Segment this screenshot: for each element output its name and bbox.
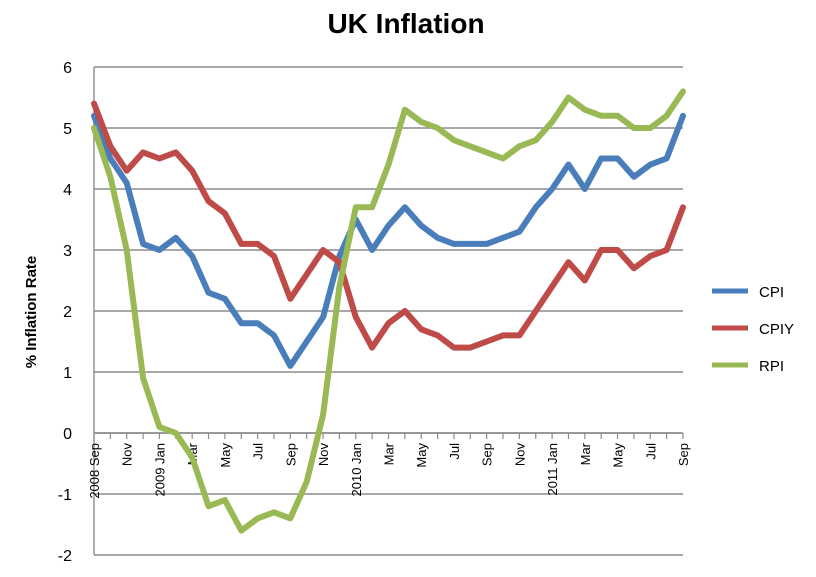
- series-line-cpiy: [91, 100, 686, 351]
- x-tick-label: Nov: [316, 443, 331, 467]
- x-tick-label: Nov: [512, 443, 527, 467]
- x-tick-label: 2010 Jan: [349, 443, 364, 497]
- y-tick-label: 0: [63, 426, 72, 443]
- x-axis-ticks: 2008 Sep Nov 2009 Jan Mar May Jul Sep Nov 2010 J…: [87, 433, 691, 499]
- x-tick-label: 2008 Sep: [87, 443, 102, 499]
- x-tick-label: Sep: [480, 443, 495, 466]
- x-tick-label: Jul: [447, 443, 462, 460]
- gridlines: [93, 66, 683, 556]
- y-tick-label: -2: [58, 548, 72, 565]
- legend-label-rpi: RPI: [759, 358, 784, 375]
- y-tick-label: 4: [63, 182, 72, 199]
- y-tick-label: -1: [58, 487, 72, 504]
- x-tick-label: Nov: [120, 443, 135, 467]
- x-tick-label: May: [611, 443, 626, 468]
- legend: CPI CPIY RPI: [712, 284, 794, 375]
- series-line-cpi: [91, 112, 686, 369]
- legend-label-cpiy: CPIY: [759, 321, 794, 338]
- x-tick-label: Jul: [251, 443, 266, 460]
- x-tick-label: Sep: [676, 443, 691, 466]
- y-tick-label: 5: [63, 121, 72, 138]
- y-tick-label: 3: [63, 243, 72, 260]
- y-tick-label: 1: [63, 365, 72, 382]
- chart-title: UK Inflation: [327, 8, 484, 39]
- x-tick-label: Mar: [578, 442, 593, 465]
- series-lines: [91, 88, 686, 534]
- x-tick-label: 2009 Jan: [152, 443, 167, 497]
- x-tick-label: 2011 Jan: [545, 443, 560, 496]
- series-line-rpi: [91, 88, 686, 534]
- y-axis-label: % Inflation Rate: [23, 256, 40, 369]
- y-axis-ticks: -2 -1 0 1 2 3 4 5 6: [58, 60, 72, 565]
- x-tick-label: Mar: [382, 442, 397, 465]
- x-tick-label: May: [218, 443, 233, 468]
- legend-label-cpi: CPI: [759, 284, 784, 301]
- y-tick-label: 2: [63, 304, 72, 321]
- x-tick-label: Jul: [643, 443, 658, 460]
- x-tick-label: May: [414, 443, 429, 468]
- x-tick-label: Sep: [283, 443, 298, 466]
- y-tick-label: 6: [63, 60, 72, 77]
